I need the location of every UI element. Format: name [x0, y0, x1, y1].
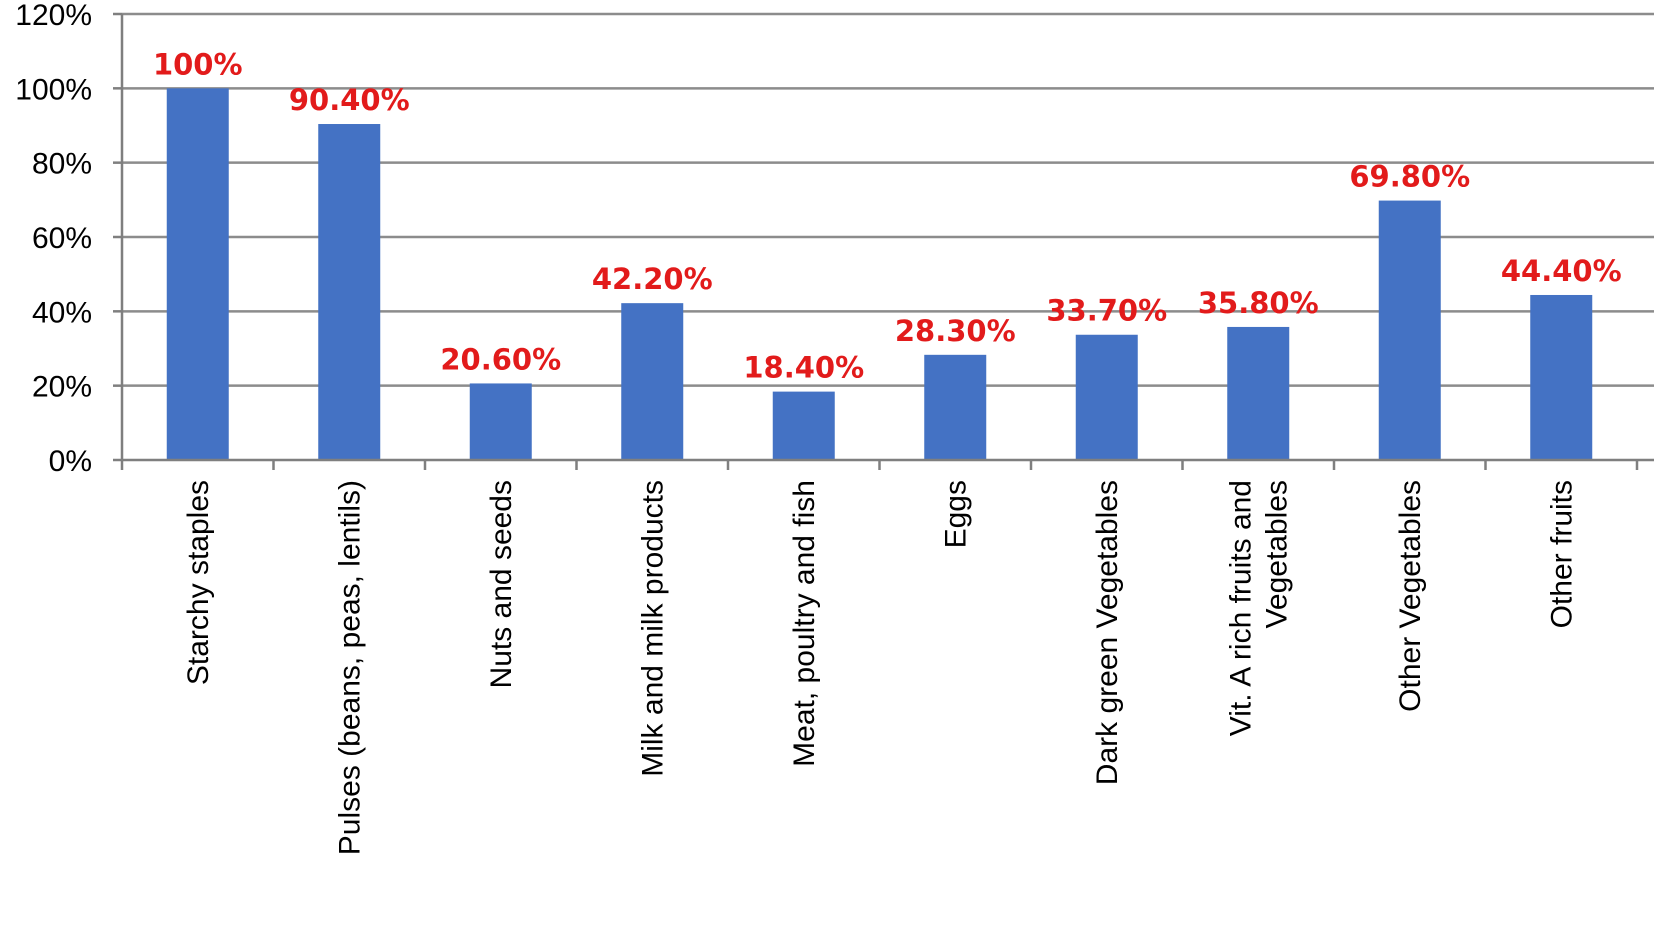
y-tick-label: 60%	[32, 222, 92, 255]
x-category-label: Meat, poultry and fish	[788, 480, 821, 767]
data-labels: 100% 90.40% 20.60% 42.20% 18.40% 28.30% 33.70%…	[153, 47, 1622, 384]
y-tick-label: 0%	[49, 445, 92, 478]
x-category-label: Other fruits	[1545, 480, 1578, 628]
y-tick-label: 100%	[15, 73, 92, 106]
y-tick-label: 40%	[32, 296, 92, 329]
bar	[1378, 200, 1441, 460]
data-label: 33.70%	[1046, 294, 1167, 328]
bar	[1530, 294, 1593, 460]
x-category-label: Other Vegetables	[1394, 480, 1427, 712]
data-label: 28.30%	[895, 314, 1016, 348]
x-category-label: Vit. A rich fruits and	[1224, 480, 1257, 736]
data-label: 44.40%	[1501, 254, 1622, 288]
data-label: 42.20%	[592, 262, 713, 296]
y-tick-labels: 0% 20% 40% 60% 80% 100% 120%	[15, 0, 92, 478]
data-label: 35.80%	[1198, 286, 1319, 320]
axes	[113, 12, 1654, 470]
data-label: 18.40%	[743, 351, 864, 385]
x-category-labels: Starchy staples Pulses (beans, peas, lent…	[182, 480, 1579, 855]
x-category-label: Milk and milk products	[636, 480, 669, 777]
x-category-label: Pulses (beans, peas, lentils)	[333, 480, 366, 855]
x-category-label: Eggs	[939, 480, 972, 548]
x-category-label: Starchy staples	[182, 480, 215, 685]
x-category-label: Dark green Vegetables	[1091, 480, 1124, 785]
y-tick-label: 80%	[32, 148, 92, 181]
data-label: 90.40%	[289, 83, 410, 117]
data-label: 69.80%	[1349, 160, 1470, 194]
bar	[1075, 334, 1138, 460]
x-category-label: Vegetables	[1260, 480, 1293, 628]
bar	[924, 354, 987, 460]
bars	[166, 88, 1593, 460]
y-tick-label: 20%	[32, 371, 92, 404]
bar	[772, 391, 835, 460]
x-category-label: Nuts and seeds	[485, 480, 518, 688]
y-tick-label: 120%	[15, 0, 92, 32]
bar	[166, 88, 229, 460]
bar	[469, 383, 532, 460]
data-label: 20.60%	[440, 342, 561, 376]
bar	[1227, 326, 1290, 460]
bar	[318, 124, 381, 460]
bar	[621, 303, 684, 460]
data-label: 100%	[153, 47, 243, 81]
